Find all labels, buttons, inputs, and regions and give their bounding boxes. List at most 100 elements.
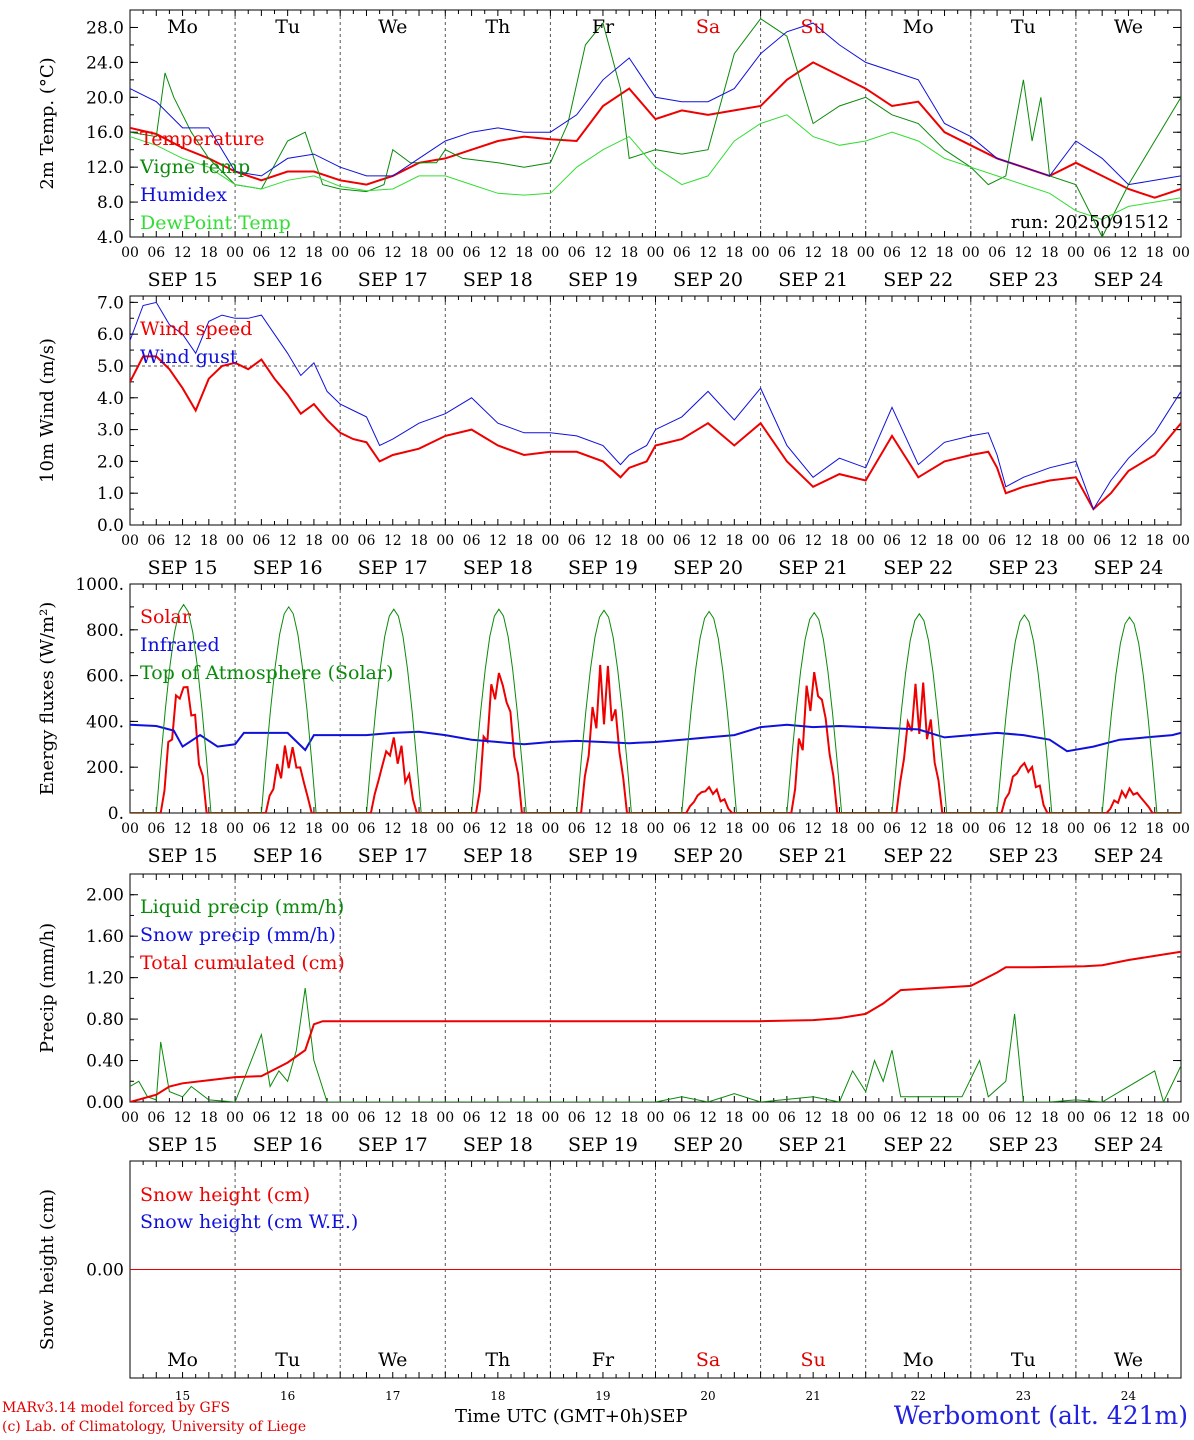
legend-entry: Snow height (cm W.E.): [140, 1211, 358, 1233]
y-tick-label: 7.0: [97, 293, 124, 313]
legend-entry: Infrared: [140, 634, 220, 656]
hour-tick-label: 18: [1146, 533, 1164, 549]
hour-tick-label: 18: [515, 821, 533, 837]
hour-tick-label: 18: [936, 245, 954, 261]
date-label: SEP 20: [673, 845, 743, 867]
hour-tick-label: 00: [857, 821, 875, 837]
hour-tick-label: 00: [541, 245, 559, 261]
date-label: SEP 18: [463, 1134, 533, 1156]
hour-tick-label: 12: [1014, 533, 1032, 549]
hour-tick-label: 06: [252, 1110, 270, 1126]
hour-tick-label: 06: [778, 821, 796, 837]
hour-tick-label: 18: [410, 821, 428, 837]
date-label: SEP 15: [148, 269, 218, 291]
y-tick-label: 1.20: [86, 969, 124, 989]
y-tick-label: 6.0: [97, 325, 124, 345]
date-label: SEP 19: [568, 845, 638, 867]
date-label: SEP 20: [673, 1134, 743, 1156]
date-label: SEP 23: [988, 845, 1058, 867]
hour-tick-label: 18: [305, 245, 323, 261]
date-label: SEP 24: [1094, 269, 1164, 291]
day-number: 24: [1121, 1389, 1137, 1403]
hour-tick-label: 00: [121, 821, 139, 837]
hour-tick-label: 06: [147, 245, 165, 261]
hour-tick-label: 12: [489, 1110, 507, 1126]
hour-tick-label: 06: [358, 533, 376, 549]
date-label: SEP 23: [988, 269, 1058, 291]
hour-tick-label: 18: [725, 245, 743, 261]
y-tick-label: 0.80: [86, 1010, 124, 1030]
hour-tick-label: 12: [489, 821, 507, 837]
date-label: SEP 18: [463, 557, 533, 579]
hour-tick-label: 12: [699, 533, 717, 549]
hour-tick-label: 00: [752, 1110, 770, 1126]
legend-entry: Vigne temp: [139, 156, 250, 178]
day-number: 17: [385, 1389, 400, 1403]
hour-tick-label: 12: [174, 245, 192, 261]
y-tick-label: 600.: [86, 667, 124, 687]
hour-tick-label: 12: [804, 533, 822, 549]
series-line: [130, 664, 1181, 813]
legend-entry: Wind gust: [140, 346, 238, 368]
hour-tick-label: 12: [699, 245, 717, 261]
hour-tick-label: 06: [568, 1110, 586, 1126]
day-name: We: [1114, 16, 1143, 38]
hour-tick-label: 06: [988, 1110, 1006, 1126]
date-label: SEP 16: [253, 557, 323, 579]
hour-tick-label: 06: [252, 245, 270, 261]
hour-tick-label: 18: [620, 533, 638, 549]
hour-tick-label: 18: [1041, 245, 1059, 261]
date-label: SEP 24: [1094, 557, 1164, 579]
date-label: SEP 24: [1094, 845, 1164, 867]
hour-tick-label: 12: [279, 245, 297, 261]
day-name: Fr: [592, 16, 615, 38]
hour-tick-label: 00: [436, 533, 454, 549]
hour-tick-label: 18: [410, 1110, 428, 1126]
day-name: Mo: [903, 1349, 934, 1371]
hour-tick-label: 06: [463, 245, 481, 261]
day-name: Tu: [275, 1349, 300, 1371]
legend-entry: Temperature: [140, 128, 264, 150]
date-label: SEP 22: [883, 1134, 953, 1156]
y-axis-label: Snow height (cm): [37, 1189, 58, 1350]
hour-tick-label: 00: [226, 821, 244, 837]
date-label: SEP 21: [778, 557, 848, 579]
hour-tick-label: 18: [936, 1110, 954, 1126]
hour-tick-label: 06: [988, 245, 1006, 261]
hour-tick-label: 00: [226, 245, 244, 261]
hour-tick-label: 00: [1172, 821, 1190, 837]
hour-tick-label: 18: [305, 821, 323, 837]
legend-entry: Total cumulated (cm): [140, 952, 345, 974]
y-tick-label: 8.0: [97, 193, 124, 213]
y-tick-label: 400.: [86, 712, 124, 732]
date-label: SEP 17: [358, 845, 428, 867]
hour-tick-label: 00: [331, 1110, 349, 1126]
series-line: [130, 355, 1181, 511]
hour-tick-label: 06: [252, 821, 270, 837]
day-name: Sa: [696, 1349, 720, 1371]
date-label: SEP 19: [568, 269, 638, 291]
hour-tick-label: 18: [725, 1110, 743, 1126]
hour-tick-label: 12: [1120, 1110, 1138, 1126]
series-line: [130, 950, 1181, 1102]
hour-tick-label: 06: [463, 1110, 481, 1126]
y-tick-label: 12.0: [86, 158, 124, 178]
day-number: 15: [175, 1389, 190, 1403]
hour-tick-label: 06: [147, 821, 165, 837]
hour-tick-label: 18: [831, 821, 849, 837]
date-label: SEP 15: [148, 1134, 218, 1156]
hour-tick-label: 00: [331, 245, 349, 261]
panel-1: [129, 9, 1182, 238]
hour-tick-label: 12: [384, 533, 402, 549]
date-label: SEP 20: [673, 269, 743, 291]
hour-tick-label: 12: [174, 533, 192, 549]
series-line: [130, 603, 1181, 813]
y-tick-label: 800.: [86, 621, 124, 641]
day-name: Th: [485, 16, 510, 38]
hour-tick-label: 00: [331, 821, 349, 837]
y-tick-label: 0.00: [86, 1093, 124, 1113]
date-label: SEP 16: [253, 845, 323, 867]
y-tick-label: 0.0: [97, 516, 124, 536]
series-line: [130, 18, 1181, 237]
hour-tick-label: 00: [962, 821, 980, 837]
